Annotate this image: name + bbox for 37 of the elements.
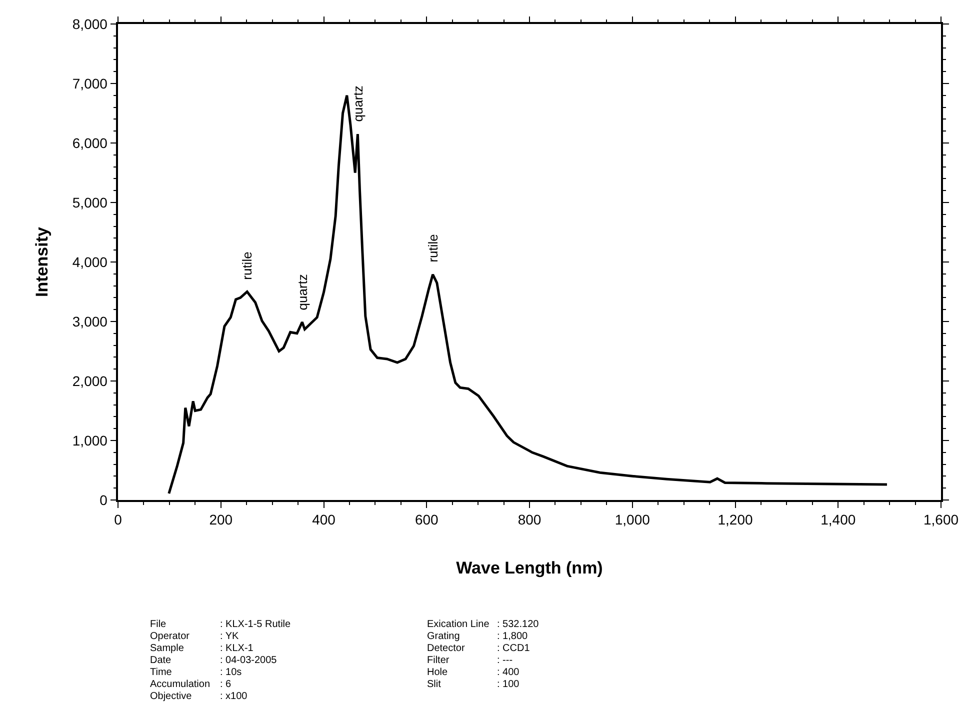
text: Slit : 100 (427, 679, 520, 690)
x-tick-label: 1,400 (820, 512, 856, 528)
y-axis-title: Intensity (32, 226, 52, 297)
text: File : KLX-1-5 Rutile (150, 619, 291, 630)
y-tick-label: 6,000 (72, 134, 108, 151)
x-tick-label: 1,600 (923, 512, 959, 528)
x-tick-label: 200 (209, 512, 233, 528)
text: Detector : CCD1 (427, 643, 530, 654)
text: Date : 04-03-2005 (150, 655, 277, 666)
y-tick-label: 7,000 (72, 75, 108, 92)
text: Objective : x100 (150, 691, 248, 702)
y-tick-label: 1,000 (72, 432, 108, 448)
annotation: rutile (239, 252, 254, 280)
text: Operator : YK (150, 631, 239, 642)
y-tick-label: 2,000 (72, 372, 108, 389)
text: Time : 10s (150, 667, 242, 678)
x-tick-label: 1,000 (614, 512, 650, 528)
text: Filter : --- (427, 655, 513, 666)
text: Hole : 400 (427, 667, 520, 678)
y-tick-label: 5,000 (72, 194, 108, 210)
text: Exication Line : 532.120 (427, 619, 540, 630)
text: Accumulation : 6 (150, 679, 232, 690)
x-tick-label: 0 (114, 512, 122, 528)
x-tick-label: 600 (414, 512, 439, 528)
y-tick-label: 0 (100, 492, 108, 508)
y-tick-label: 4,000 (72, 254, 108, 270)
annotation: rutile (425, 234, 440, 262)
x-tick-label: 400 (312, 512, 336, 528)
text: Grating : 1,800 (427, 631, 528, 642)
annotation: quartz (350, 86, 366, 122)
x-tick-label: 1,200 (718, 512, 753, 528)
y-tick-label: 8,000 (72, 16, 108, 32)
y-tick-label: 3,000 (72, 313, 108, 330)
x-tick-label: 800 (518, 512, 542, 528)
annotation: quartz (295, 274, 310, 310)
x-axis-title: Wave Length (nm) (456, 558, 603, 578)
text: Sample : KLX-1 (150, 643, 254, 654)
